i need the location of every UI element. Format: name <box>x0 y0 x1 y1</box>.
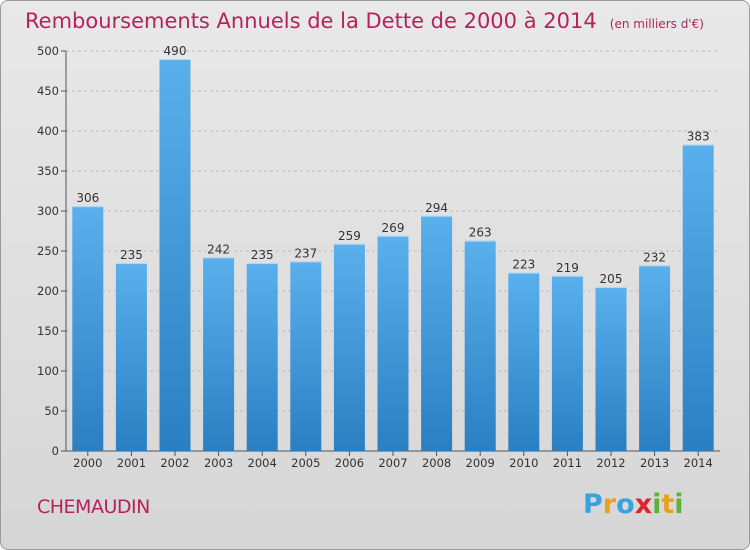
data-label: 237 <box>294 246 317 260</box>
x-tick-label: 2000 <box>73 456 102 470</box>
bar[interactable] <box>551 275 583 451</box>
logo-letter: i <box>652 489 662 520</box>
title-row: Remboursements Annuels de la Dette de 20… <box>25 9 704 33</box>
bar[interactable] <box>203 257 235 451</box>
y-tick-label: 100 <box>37 364 59 378</box>
x-tick-label: 2010 <box>509 456 538 470</box>
labels: 0 50 100 150 200 250 300 350 400 450 500 306 2000 235… <box>37 44 713 470</box>
x-tick-label: 2009 <box>466 456 495 470</box>
logo-letter: i <box>674 489 684 520</box>
x-tick-label: 2004 <box>248 456 277 470</box>
data-label: 269 <box>382 221 405 235</box>
y-tick-label: 50 <box>44 404 59 418</box>
proxiti-logo[interactable]: Proxiti <box>583 489 684 520</box>
data-label: 219 <box>556 261 579 275</box>
data-label: 242 <box>207 242 230 256</box>
x-tick-label: 2007 <box>378 456 407 470</box>
data-label: 490 <box>164 44 187 58</box>
commune-name: CHEMAUDIN <box>37 496 150 518</box>
y-tick-label: 300 <box>37 204 59 218</box>
logo-letter: r <box>602 489 617 520</box>
data-label: 259 <box>338 229 361 243</box>
y-tick-label: 150 <box>37 324 59 338</box>
x-tick-label: 2008 <box>422 456 451 470</box>
bar[interactable] <box>333 243 365 451</box>
data-label: 205 <box>600 272 623 286</box>
y-tick-label: 250 <box>37 244 59 258</box>
y-tick-label: 500 <box>37 44 59 58</box>
data-label: 263 <box>469 226 492 240</box>
x-tick-label: 2013 <box>640 456 669 470</box>
y-tick-label: 400 <box>37 124 59 138</box>
bar[interactable] <box>682 144 714 451</box>
logo-letter: x <box>634 489 653 520</box>
y-tick-label: 350 <box>37 164 59 178</box>
data-label: 223 <box>512 258 535 272</box>
x-tick-label: 2014 <box>684 456 713 470</box>
x-tick-label: 2006 <box>335 456 364 470</box>
data-label: 232 <box>643 250 666 264</box>
x-tick-label: 2003 <box>204 456 233 470</box>
x-tick-label: 2005 <box>291 456 320 470</box>
bars <box>72 59 714 451</box>
bar[interactable] <box>421 215 453 451</box>
bar[interactable] <box>115 263 147 451</box>
bar[interactable] <box>464 240 496 451</box>
bar[interactable] <box>508 272 540 451</box>
data-label: 294 <box>425 201 448 215</box>
data-label: 235 <box>251 248 274 262</box>
y-tick-label: 0 <box>52 444 59 458</box>
logo-letter: o <box>616 489 635 520</box>
chart-subtitle: (en milliers d'€) <box>609 17 704 31</box>
y-tick-label: 450 <box>37 84 59 98</box>
data-label: 383 <box>687 130 710 144</box>
bar[interactable] <box>595 287 627 451</box>
x-tick-label: 2012 <box>596 456 625 470</box>
bar[interactable] <box>72 206 104 451</box>
bar[interactable] <box>290 261 322 451</box>
bar[interactable] <box>639 265 671 451</box>
data-label: 235 <box>120 248 143 262</box>
bar[interactable] <box>377 235 409 451</box>
data-label: 306 <box>76 191 99 205</box>
x-tick-label: 2001 <box>117 456 146 470</box>
chart-title: Remboursements Annuels de la Dette de 20… <box>25 9 597 33</box>
logo-letter: t <box>661 489 675 520</box>
bar[interactable] <box>159 59 191 451</box>
logo-letter: P <box>583 489 603 520</box>
x-tick-label: 2011 <box>553 456 582 470</box>
x-tick-label: 2002 <box>160 456 189 470</box>
y-tick-label: 200 <box>37 284 59 298</box>
bar[interactable] <box>246 263 278 451</box>
